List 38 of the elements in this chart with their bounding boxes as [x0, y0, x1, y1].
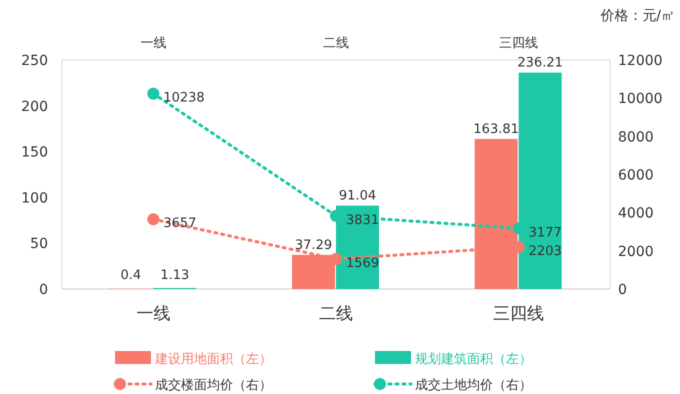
- x-tick-label: 二线: [323, 36, 349, 51]
- legend-label: 规划建筑面积（左）: [415, 352, 532, 367]
- category-label: 二线: [319, 304, 353, 324]
- data-label: 2203: [528, 244, 562, 259]
- y-tick-label: 100: [21, 190, 48, 206]
- y2-tick-label: 2000: [618, 244, 654, 260]
- y2-tick-label: 10000: [618, 91, 663, 108]
- y-tick-label: 50: [30, 236, 48, 252]
- data-label: 163.81: [473, 122, 519, 137]
- x-tick-label: 三四线: [499, 36, 538, 51]
- data-label: 37.29: [294, 238, 332, 253]
- data-label: 236.21: [517, 56, 563, 71]
- data-label: 3177: [528, 225, 562, 240]
- category-label: 三四线: [493, 304, 544, 324]
- y2-tick-label: 0: [618, 282, 627, 298]
- data-label: 1.13: [160, 268, 190, 283]
- y2-axis-title: 价格：元/㎡: [599, 8, 675, 24]
- y-tick-label: 0: [39, 282, 48, 298]
- y-tick-label: 250: [21, 53, 48, 69]
- data-label: 10238: [163, 90, 205, 106]
- y-tick-label: 150: [21, 144, 48, 161]
- x-tick-label: 一线: [140, 36, 166, 51]
- legend-label: 成交楼面均价（右）: [155, 377, 272, 393]
- point: [147, 88, 160, 100]
- point: [330, 253, 342, 266]
- y2-tick-label: 6000: [618, 168, 654, 184]
- y2-tick-label: 4000: [618, 206, 654, 222]
- y2-tick-label: 12000: [618, 53, 663, 69]
- category-label: 一线: [136, 304, 170, 324]
- data-label: 1569: [346, 256, 380, 272]
- legend-label: 建设用地面积（左）: [154, 352, 272, 367]
- data-label: 3831: [346, 212, 380, 228]
- y-tick-label: 200: [21, 98, 48, 115]
- point: [147, 213, 160, 226]
- data-label: 91.04: [338, 188, 376, 204]
- legend-label: 成交土地均价（右）: [415, 377, 532, 393]
- y2-tick-label: 8000: [618, 129, 654, 146]
- data-label: 0.4: [120, 268, 142, 283]
